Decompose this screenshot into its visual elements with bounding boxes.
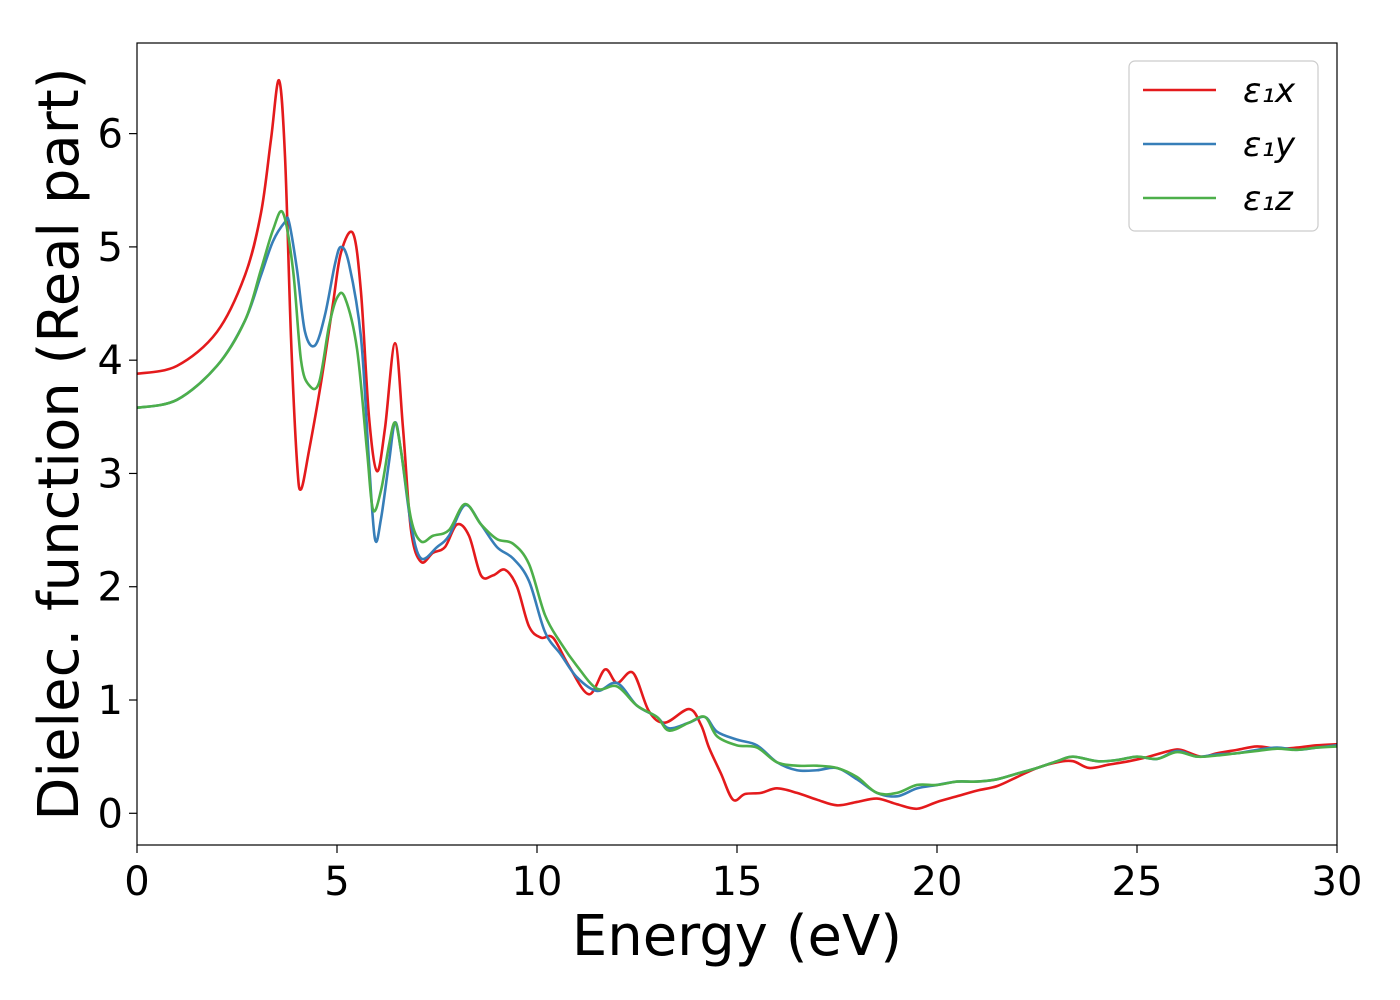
y-tick-label: 1 [98, 678, 123, 724]
ticks-layer: 0 5 10 15 20 25 30 0 1 2 3 4 5 6 [98, 112, 1363, 905]
legend-label: ε₁x [1243, 71, 1296, 111]
y-tick-label: 4 [98, 338, 123, 384]
legend-box [1128, 60, 1319, 232]
legend: ε₁x ε₁y ε₁z [1128, 60, 1319, 232]
x-tick-label: 5 [324, 859, 349, 905]
y-tick-label: 2 [98, 565, 123, 611]
y-tick-label: 6 [98, 112, 123, 158]
x-tick-label: 0 [124, 859, 149, 905]
series-line-z [137, 210, 1337, 796]
y-tick-label: 0 [98, 791, 123, 837]
legend-label: ε₁y [1243, 125, 1296, 165]
y-axis-title: Dielec. function (Real part) [27, 67, 92, 820]
x-tick-label: 25 [1112, 859, 1163, 905]
x-tick-label: 20 [912, 859, 963, 905]
legend-label: ε₁z [1243, 179, 1294, 219]
y-tick-label: 5 [98, 225, 123, 271]
y-tick-label: 3 [98, 451, 123, 497]
x-tick-label: 10 [512, 859, 563, 905]
x-axis-title: Energy (eV) [572, 904, 902, 969]
series-layer [137, 79, 1337, 811]
x-tick-label: 30 [1312, 859, 1363, 905]
series-line-x [137, 79, 1337, 811]
x-tick-label: 15 [712, 859, 763, 905]
